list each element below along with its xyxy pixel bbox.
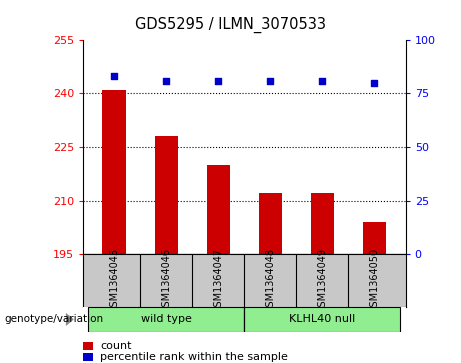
Point: [215, 78, 222, 83]
Text: wild type: wild type: [141, 314, 192, 325]
Text: GSM1364049: GSM1364049: [318, 248, 327, 313]
Bar: [207, 165, 230, 254]
Point: [266, 78, 274, 83]
Bar: [363, 222, 386, 254]
Point: [319, 78, 326, 83]
Bar: [88, 307, 244, 332]
Point: [111, 73, 118, 79]
Text: percentile rank within the sample: percentile rank within the sample: [100, 352, 288, 362]
Bar: [102, 90, 126, 254]
Bar: [259, 193, 282, 254]
Bar: [311, 193, 334, 254]
Point: [163, 78, 170, 83]
Text: GSM1364046: GSM1364046: [161, 248, 171, 313]
Point: [371, 80, 378, 86]
Text: count: count: [100, 340, 131, 351]
Text: GSM1364045: GSM1364045: [109, 248, 119, 313]
Bar: [244, 307, 401, 332]
Text: GDS5295 / ILMN_3070533: GDS5295 / ILMN_3070533: [135, 16, 326, 33]
Polygon shape: [66, 313, 74, 326]
Text: GSM1364050: GSM1364050: [369, 248, 379, 313]
Text: KLHL40 null: KLHL40 null: [290, 314, 355, 325]
Text: genotype/variation: genotype/variation: [5, 314, 104, 325]
Text: GSM1364047: GSM1364047: [213, 248, 223, 313]
Text: GSM1364048: GSM1364048: [266, 248, 275, 313]
Bar: [154, 136, 178, 254]
